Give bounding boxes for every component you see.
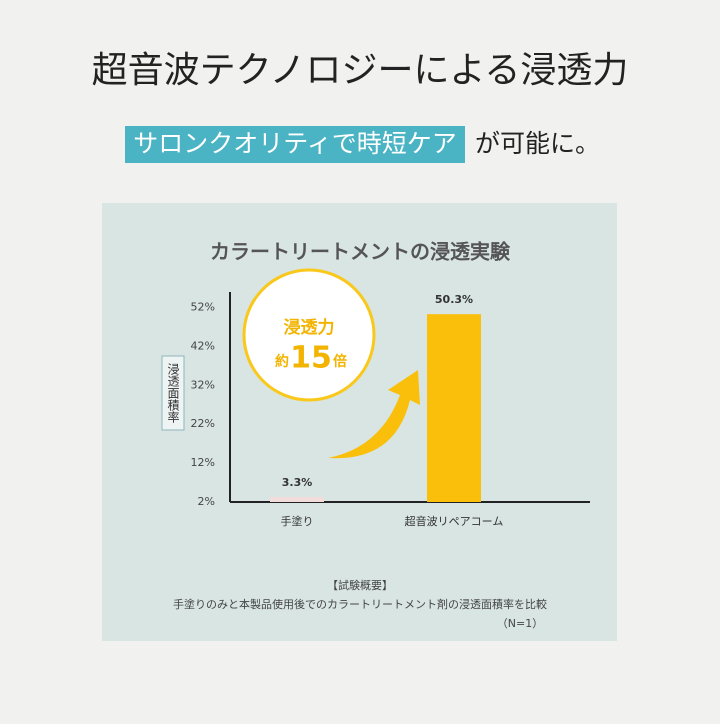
y-tick-label: 12% — [191, 456, 215, 469]
x-tick-label: 超音波リペアコーム — [405, 514, 504, 528]
bar — [427, 314, 481, 502]
badge — [242, 268, 376, 402]
subtitle: が可能に。 — [475, 129, 600, 158]
y-tick-label: 2% — [198, 495, 215, 508]
badge-number: 15 — [290, 341, 332, 376]
footnote-heading: 【試験概要】 — [327, 578, 393, 592]
highlight-box — [125, 126, 465, 163]
footnote-n: （N=1） — [497, 617, 543, 630]
footnote-text: 手塗りのみと本製品使用後でのカラートリートメント剤の浸透面積率を比較 — [173, 597, 547, 611]
value-label: 3.3% — [282, 476, 313, 489]
chart-title: カラートリートメントの浸透実験 — [210, 240, 511, 264]
badge-suffix: 倍 — [333, 353, 347, 370]
badge-prefix: 約 — [275, 353, 289, 370]
badge-line: 浸透力 — [284, 317, 335, 338]
y-tick-label: 32% — [191, 378, 215, 391]
x-tick-label: 手塗り — [281, 514, 314, 528]
y-label-box — [161, 355, 185, 431]
chart-panel — [102, 203, 617, 641]
highlight-text: サロンクオリティで時短ケア — [133, 129, 457, 158]
value-label: 50.3% — [435, 293, 473, 306]
arrow — [328, 370, 420, 459]
y-tick-label: 42% — [191, 339, 215, 352]
bar — [270, 496, 324, 502]
page-title: 超音波テクノロジーによる浸透力 — [92, 50, 629, 91]
y-tick-label: 52% — [191, 301, 215, 314]
y-tick-label: 22% — [191, 417, 215, 430]
y-axis-label: 浸透面積率 — [166, 363, 180, 423]
